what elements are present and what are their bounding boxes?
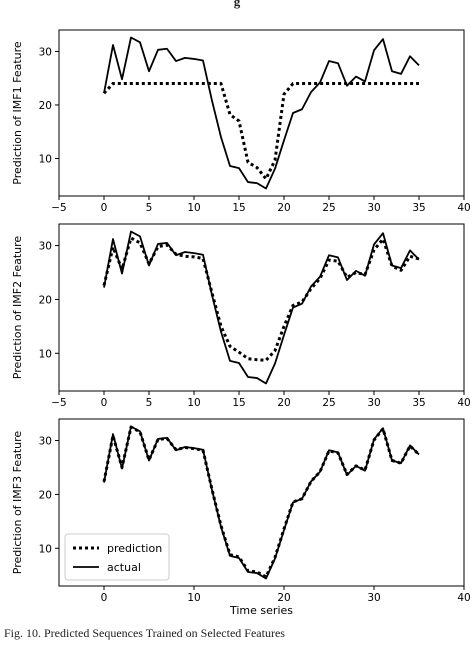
- series-line-prediction: [102, 82, 419, 181]
- x-tick-label: 40: [457, 202, 470, 214]
- x-tick-label: 35: [412, 397, 425, 409]
- legend: prediction actual: [64, 533, 170, 581]
- x-tick-label: 30: [367, 592, 380, 604]
- x-tick-label: 5: [146, 202, 153, 214]
- series-line-actual: [103, 36, 420, 190]
- x-tick-label: 5: [146, 397, 153, 409]
- y-tick-label: 20: [39, 489, 52, 501]
- x-tick-label: 40: [457, 592, 470, 604]
- series-line-actual: [103, 425, 420, 580]
- legend-label-prediction: prediction: [107, 542, 162, 555]
- x-tick-label: −5: [51, 202, 66, 214]
- plot-frame: [58, 418, 465, 587]
- x-tick-label: 0: [101, 397, 108, 409]
- x-tick-label: −5: [51, 397, 66, 409]
- legend-box: [64, 533, 170, 581]
- series-line-prediction: [102, 236, 420, 362]
- x-tick-label: 0: [101, 202, 108, 214]
- y-axis-label: Prediction of IMF3 Feature: [11, 431, 24, 575]
- x-tick-label: 20: [277, 592, 290, 604]
- y-axis-label: Prediction of IMF2 Feature: [11, 236, 24, 380]
- y-axis-label: Prediction of IMF1 Feature: [11, 41, 24, 185]
- y-tick-label: 30: [39, 46, 52, 58]
- y-tick-label: 30: [39, 241, 52, 253]
- figure-title-fragment: g: [233, 0, 241, 9]
- chart-panel-3: 0 10 20 30 40 10 20 30 Prediction of IMF3 Featur…: [11, 418, 471, 617]
- x-tick-label: 15: [232, 397, 245, 409]
- y-tick-label: 20: [39, 100, 52, 112]
- x-tick-label: 20: [277, 397, 290, 409]
- plot-frame: [58, 29, 465, 197]
- legend-label-actual: actual: [107, 561, 141, 574]
- x-tick-label: 30: [367, 397, 380, 409]
- x-tick-label: 20: [277, 202, 290, 214]
- x-axis-label: Time series: [229, 604, 293, 617]
- x-tick-label: 35: [412, 202, 425, 214]
- y-tick-label: 30: [39, 436, 52, 448]
- x-tick-label: 15: [232, 202, 245, 214]
- plot-frame: [58, 223, 465, 392]
- y-tick-label: 10: [39, 543, 52, 555]
- y-tick-label: 20: [39, 294, 52, 306]
- x-tick-label: 25: [322, 202, 335, 214]
- x-tick-label: 0: [101, 592, 108, 604]
- y-tick-label: 10: [39, 348, 52, 360]
- x-tick-label: 25: [322, 397, 335, 409]
- chart-panel-1: −5 0 5 10 15 20 25 30 35 40 10 20 30 Prediction of IM…: [11, 29, 471, 214]
- x-tick-label: 30: [367, 202, 380, 214]
- chart-panel-2: −5 0 5 10 15 20 25 30 35 40 10 20 30 Prediction of IM…: [11, 223, 471, 409]
- x-tick-label: 10: [187, 397, 200, 409]
- x-tick-label: 10: [187, 592, 200, 604]
- figure-caption: Fig. 10. Predicted Sequences Trained on …: [4, 626, 285, 640]
- x-tick-label: 10: [187, 202, 200, 214]
- y-tick-label: 10: [39, 154, 52, 166]
- x-tick-label: 40: [457, 397, 470, 409]
